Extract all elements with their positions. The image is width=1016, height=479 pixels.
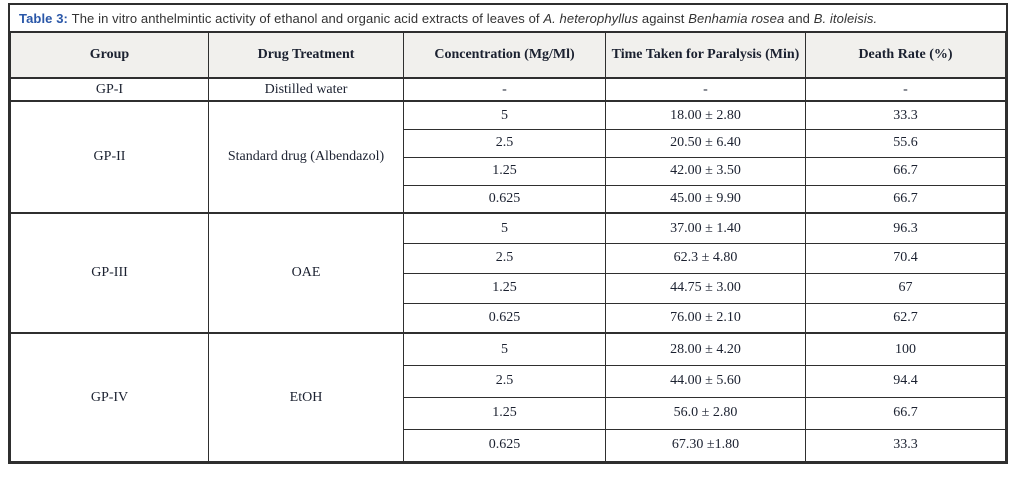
table-row: GP-III OAE 5 37.00 ± 1.40 96.3: [10, 212, 1007, 334]
column-header: Death Rate (%): [804, 31, 1007, 79]
table-row: 1.25 42.00 ± 3.50 66.7: [11, 156, 1007, 186]
table-row: 2.5 44.00 ± 5.60 94.4: [11, 364, 1007, 398]
death-rate-cell: 55.6: [804, 128, 1007, 158]
time-paralysis-cell: 20.50 ± 6.40: [605, 128, 806, 158]
death-rate-cell: -: [804, 77, 1007, 102]
time-paralysis-cell: 45.00 ± 9.90: [605, 184, 806, 214]
treatment-cell: EtOH: [207, 332, 405, 462]
death-rate-cell: 96.3: [804, 212, 1007, 244]
concentration-cell: 2.5: [403, 242, 606, 274]
data-table: Group Drug Treatment Concentration (Mg/Ml)…: [10, 31, 1007, 462]
column-header: Drug Treatment: [207, 31, 405, 79]
caption-text-segment: The in vitro anthelmintic activity of et…: [71, 11, 544, 26]
death-rate-cell: 94.4: [804, 364, 1007, 398]
table-row: 0.625 67.30 ±1.80 33.3: [11, 428, 1007, 462]
caption-text-segment: Benhamia rosea: [688, 11, 785, 26]
death-rate-cell: 67: [804, 272, 1007, 304]
time-paralysis-cell: 62.3 ± 4.80: [605, 242, 806, 274]
table-row: 0.625 45.00 ± 9.90 66.7: [11, 184, 1007, 214]
death-rate-cell: 66.7: [804, 184, 1007, 214]
time-paralysis-cell: 28.00 ± 4.20: [605, 332, 806, 366]
concentration-cell: 5: [403, 212, 606, 244]
time-paralysis-cell: -: [605, 77, 806, 102]
time-paralysis-cell: 44.75 ± 3.00: [605, 272, 806, 304]
concentration-cell: 0.625: [403, 302, 606, 334]
treatment-cell: OAE: [207, 212, 405, 334]
caption-text-segment: and: [784, 11, 814, 26]
table-body: GP-I Distilled water - - - GP-II Standard drug…: [10, 77, 1007, 462]
concentration-cell: 1.25: [403, 396, 606, 430]
table-row: GP-I Distilled water - - -: [10, 77, 1007, 102]
time-paralysis-cell: 67.30 ±1.80: [605, 428, 806, 462]
time-paralysis-cell: 44.00 ± 5.60: [605, 364, 806, 398]
column-header: Concentration (Mg/Ml): [403, 31, 606, 79]
death-rate-cell: 66.7: [804, 156, 1007, 186]
concentration-cell: 0.625: [403, 184, 606, 214]
table-row: 2.5 20.50 ± 6.40 55.6: [11, 128, 1007, 158]
death-rate-cell: 70.4: [804, 242, 1007, 274]
table-row: GP-IV EtOH 5 28.00 ± 4.20 100: [10, 332, 1007, 462]
caption-text-segment: A. heterophyllus: [543, 11, 639, 26]
treatment-cell: Standard drug (Albendazol): [207, 100, 405, 214]
group-cell: GP-II: [10, 100, 209, 214]
caption-text-segment: B. itoleisis.: [813, 11, 878, 26]
group-cell: GP-IV: [10, 332, 209, 462]
header-row: Group Drug Treatment Concentration (Mg/Ml)…: [10, 31, 1007, 79]
time-paralysis-cell: 56.0 ± 2.80: [605, 396, 806, 430]
death-rate-cell: 100: [804, 332, 1007, 366]
treatment-cell: Distilled water: [207, 77, 405, 102]
concentration-cell: 0.625: [403, 428, 606, 462]
table-row: 2.5 62.3 ± 4.80 70.4: [11, 242, 1007, 274]
table-frame: Table 3: The in vitro anthelmintic activ…: [8, 3, 1008, 464]
table-caption: Table 3: The in vitro anthelmintic activ…: [10, 5, 1006, 31]
table-row: 0.625 76.00 ± 2.10 62.7: [11, 302, 1007, 334]
group-cell: GP-I: [10, 77, 209, 102]
concentration-cell: 2.5: [403, 364, 606, 398]
death-rate-cell: 66.7: [804, 396, 1007, 430]
group-cell: GP-III: [10, 212, 209, 334]
concentration-cell: 1.25: [403, 272, 606, 304]
caption-label: Table 3:: [19, 11, 72, 26]
table-row: 1.25 56.0 ± 2.80 66.7: [11, 396, 1007, 430]
table-row: 1.25 44.75 ± 3.00 67: [11, 272, 1007, 304]
caption-text-segment: against: [638, 11, 689, 26]
time-paralysis-cell: 42.00 ± 3.50: [605, 156, 806, 186]
concentration-cell: 5: [403, 100, 606, 130]
time-paralysis-cell: 76.00 ± 2.10: [605, 302, 806, 334]
column-header: Time Taken for Paralysis (Min): [605, 31, 806, 79]
concentration-cell: -: [403, 77, 606, 102]
death-rate-cell: 33.3: [804, 100, 1007, 130]
death-rate-cell: 33.3: [804, 428, 1007, 462]
column-header: Group: [10, 31, 209, 79]
concentration-cell: 2.5: [403, 128, 606, 158]
concentration-cell: 1.25: [403, 156, 606, 186]
time-paralysis-cell: 18.00 ± 2.80: [605, 100, 806, 130]
concentration-cell: 5: [403, 332, 606, 366]
death-rate-cell: 62.7: [804, 302, 1007, 334]
table-row: GP-II Standard drug (Albendazol) 5 18.00 ± …: [10, 100, 1007, 214]
time-paralysis-cell: 37.00 ± 1.40: [605, 212, 806, 244]
